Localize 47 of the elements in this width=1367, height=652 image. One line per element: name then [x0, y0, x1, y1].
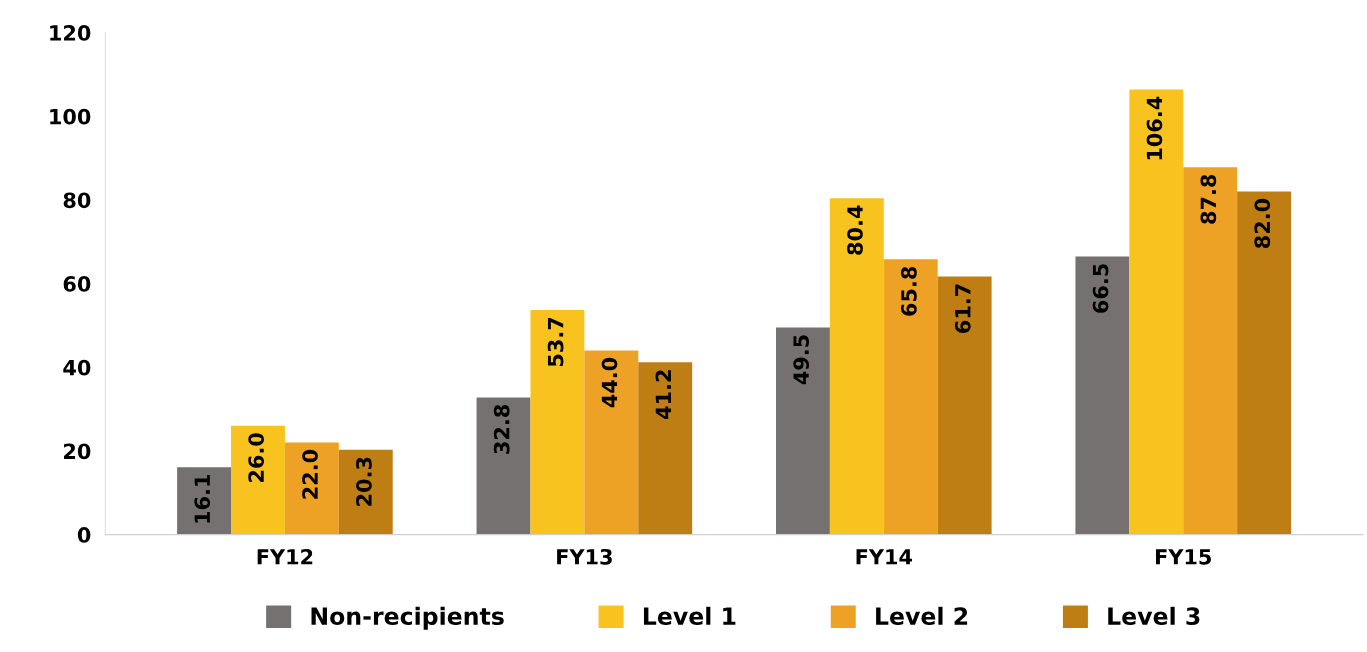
bar — [829, 198, 884, 535]
data-label: 49.5 — [793, 335, 809, 385]
legend-label: Level 1 — [643, 606, 736, 626]
data-label: 87.8 — [1200, 174, 1217, 224]
y-tick-label: 120 — [50, 25, 91, 41]
legend-label: Level 3 — [1108, 606, 1200, 626]
bar — [584, 350, 639, 535]
data-label: 22.0 — [302, 449, 318, 499]
data-label: 80.4 — [847, 205, 863, 255]
data-label: 82.0 — [1254, 198, 1271, 248]
bar — [284, 442, 339, 535]
data-label: 16.1 — [194, 474, 211, 523]
bar — [937, 276, 992, 535]
bar — [476, 397, 531, 535]
data-label: 20.3 — [356, 457, 372, 506]
bar — [530, 309, 585, 535]
bar — [338, 449, 393, 535]
bar — [776, 327, 830, 535]
y-tick-label: 20 — [64, 443, 91, 460]
y-tick-label: 0 — [77, 527, 91, 543]
legend-label: Non-recipients — [311, 606, 504, 630]
x-tick-label: FY14 — [856, 549, 912, 565]
data-label: 53.7 — [547, 317, 564, 367]
data-label: 66.5 — [1092, 264, 1109, 313]
data-label: 106.4 — [1146, 96, 1163, 160]
x-tick-label: FY12 — [257, 548, 313, 565]
data-label: 26.0 — [248, 433, 265, 482]
legend-label: Level 2 — [876, 606, 968, 626]
bar — [638, 362, 693, 535]
bar — [1075, 256, 1130, 535]
y-tick-label: 100 — [50, 108, 91, 125]
y-tick-label: 60 — [63, 276, 91, 292]
data-label: 32.8 — [493, 404, 510, 454]
data-label: 44.0 — [601, 357, 618, 408]
x-tick-label: FY13 — [557, 548, 612, 565]
x-tick-label: FY15 — [1156, 549, 1211, 565]
bar — [1129, 89, 1184, 535]
bar — [883, 259, 938, 535]
bar — [231, 425, 285, 535]
data-label: 61.7 — [954, 284, 971, 333]
y-tick-label: 80 — [63, 192, 91, 209]
bar — [1183, 167, 1238, 535]
y-tick-label: 40 — [63, 359, 91, 376]
bar — [1237, 191, 1292, 535]
data-label: 65.8 — [901, 266, 917, 316]
data-label: 41.2 — [655, 370, 671, 420]
bar — [177, 467, 232, 535]
